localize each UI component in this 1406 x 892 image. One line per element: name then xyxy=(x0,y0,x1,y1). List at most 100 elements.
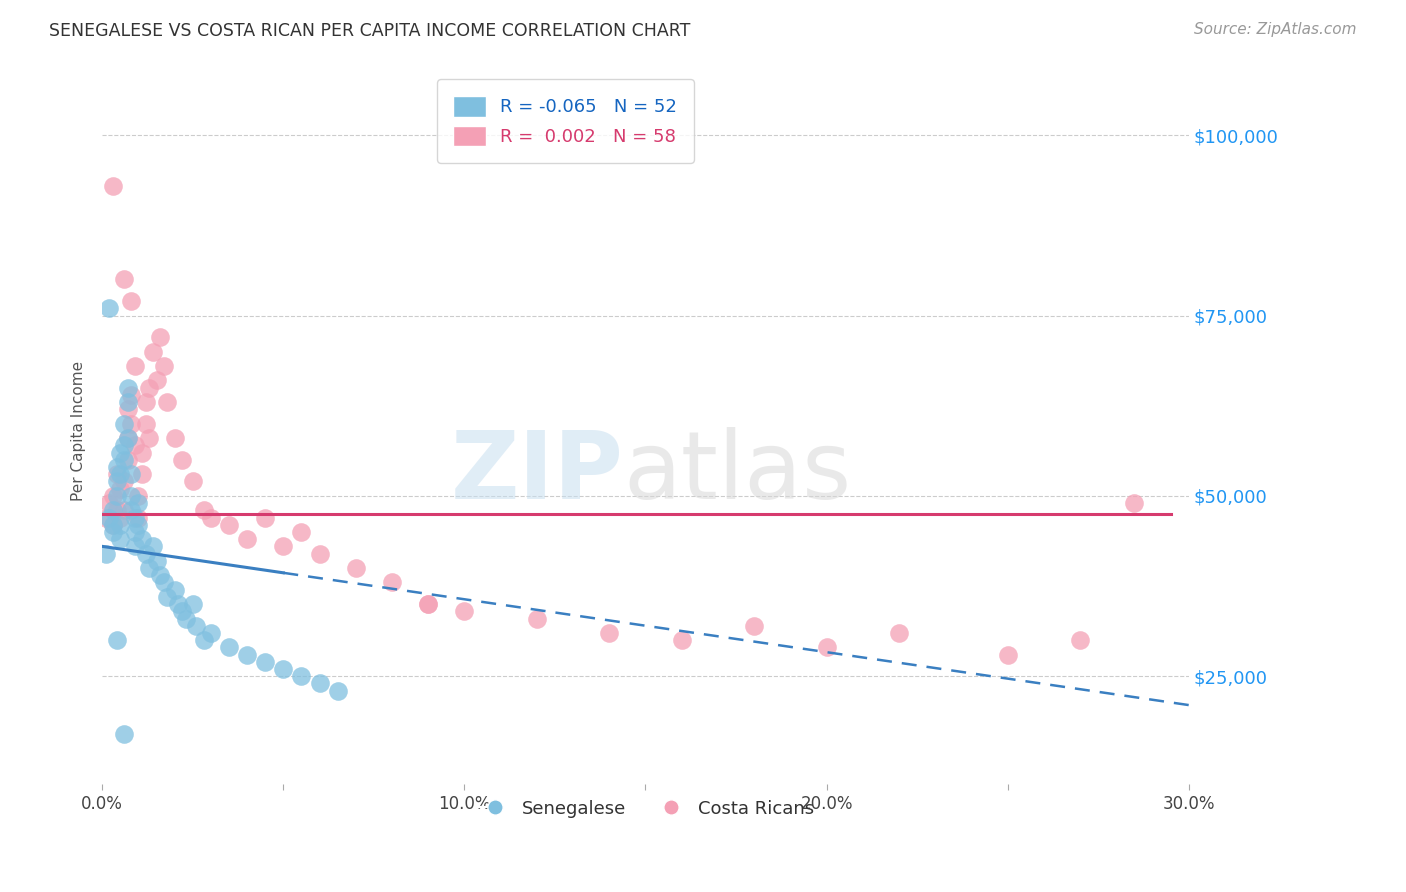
Point xyxy=(105,503,128,517)
Point xyxy=(112,417,135,431)
Point xyxy=(105,467,128,482)
Point xyxy=(138,561,160,575)
Point xyxy=(117,431,139,445)
Text: ZIP: ZIP xyxy=(451,427,624,519)
Point xyxy=(127,496,149,510)
Point xyxy=(101,524,124,539)
Point xyxy=(218,640,240,655)
Point xyxy=(112,503,135,517)
Point xyxy=(94,547,117,561)
Point xyxy=(1069,633,1091,648)
Point xyxy=(308,676,330,690)
Point xyxy=(271,540,294,554)
Point xyxy=(742,618,765,632)
Point xyxy=(149,568,172,582)
Point xyxy=(120,503,142,517)
Point xyxy=(174,611,197,625)
Point xyxy=(110,510,132,524)
Point xyxy=(145,554,167,568)
Point xyxy=(142,344,165,359)
Point xyxy=(105,489,128,503)
Point xyxy=(110,517,132,532)
Point xyxy=(381,575,404,590)
Point xyxy=(236,648,259,662)
Point xyxy=(453,604,475,618)
Point xyxy=(200,626,222,640)
Point xyxy=(170,604,193,618)
Point xyxy=(105,475,128,489)
Point xyxy=(193,633,215,648)
Point xyxy=(671,633,693,648)
Point xyxy=(98,496,121,510)
Legend: Senegalese, Costa Ricans: Senegalese, Costa Ricans xyxy=(470,792,821,825)
Point xyxy=(120,388,142,402)
Text: atlas: atlas xyxy=(624,427,852,519)
Point xyxy=(163,431,186,445)
Point xyxy=(193,503,215,517)
Point xyxy=(101,489,124,503)
Point xyxy=(254,510,277,524)
Point xyxy=(200,510,222,524)
Point xyxy=(218,517,240,532)
Point xyxy=(145,373,167,387)
Point xyxy=(110,532,132,546)
Point xyxy=(124,540,146,554)
Point xyxy=(117,431,139,445)
Point xyxy=(101,503,124,517)
Point xyxy=(127,489,149,503)
Point xyxy=(142,540,165,554)
Point xyxy=(271,662,294,676)
Point xyxy=(112,272,135,286)
Point xyxy=(138,431,160,445)
Point xyxy=(110,445,132,459)
Point xyxy=(94,510,117,524)
Point xyxy=(101,517,124,532)
Point xyxy=(131,467,153,482)
Text: SENEGALESE VS COSTA RICAN PER CAPITA INCOME CORRELATION CHART: SENEGALESE VS COSTA RICAN PER CAPITA INC… xyxy=(49,22,690,40)
Point xyxy=(117,402,139,417)
Point xyxy=(326,683,349,698)
Point xyxy=(131,532,153,546)
Point xyxy=(308,547,330,561)
Point xyxy=(163,582,186,597)
Point xyxy=(186,618,208,632)
Point xyxy=(156,395,179,409)
Point xyxy=(290,669,312,683)
Point xyxy=(124,524,146,539)
Point xyxy=(117,395,139,409)
Point xyxy=(98,301,121,316)
Point xyxy=(105,460,128,475)
Point xyxy=(101,178,124,193)
Point xyxy=(149,330,172,344)
Point xyxy=(152,575,174,590)
Point xyxy=(135,547,157,561)
Point xyxy=(101,517,124,532)
Y-axis label: Per Capita Income: Per Capita Income xyxy=(72,361,86,501)
Point xyxy=(124,359,146,373)
Point xyxy=(110,482,132,496)
Point xyxy=(254,655,277,669)
Point xyxy=(181,475,204,489)
Point xyxy=(124,438,146,452)
Point xyxy=(131,445,153,459)
Point xyxy=(526,611,548,625)
Point xyxy=(120,467,142,482)
Point xyxy=(418,597,440,611)
Point xyxy=(815,640,838,655)
Point xyxy=(1123,496,1146,510)
Point xyxy=(110,467,132,482)
Point xyxy=(138,381,160,395)
Point xyxy=(127,510,149,524)
Point xyxy=(112,452,135,467)
Point xyxy=(120,417,142,431)
Point xyxy=(117,381,139,395)
Point xyxy=(598,626,620,640)
Point xyxy=(156,590,179,604)
Point xyxy=(127,517,149,532)
Point xyxy=(135,417,157,431)
Point xyxy=(112,438,135,452)
Point xyxy=(418,597,440,611)
Point xyxy=(181,597,204,611)
Point xyxy=(290,524,312,539)
Point xyxy=(344,561,367,575)
